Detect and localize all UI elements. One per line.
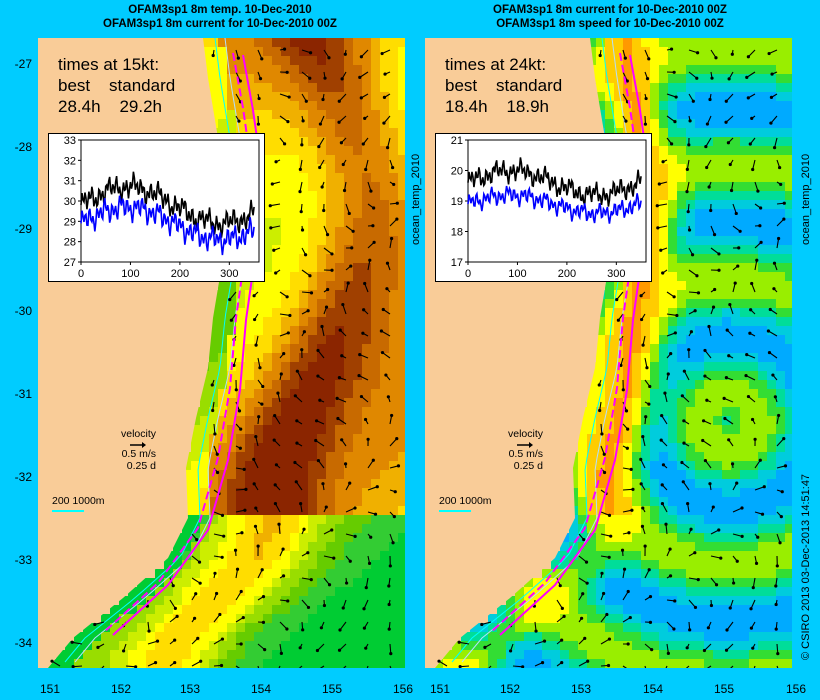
inset-series-standard xyxy=(80,171,255,238)
left-title-line1: OFAM3sp1 8m temp. 10-Dec-2010 xyxy=(128,4,312,16)
velocity-speed: 0.5 m/s xyxy=(508,448,543,460)
longitude-tick-label: 151 xyxy=(39,682,61,696)
inset-y-tick: 17 xyxy=(451,257,463,269)
standard-label: standard xyxy=(496,76,563,95)
inset-x-tick: 200 xyxy=(171,268,189,280)
best-label: best xyxy=(445,76,478,95)
inset-y-tick: 32 xyxy=(64,155,76,167)
right-map-panel[interactable]: times at 24kt: best standard 18.4h 18.9h… xyxy=(425,38,792,668)
inset-frame xyxy=(467,139,647,263)
standard-value: 18.9h xyxy=(506,97,549,116)
left-inset-chart: 33 32 31 30 29 28 27 0 100 200 300 xyxy=(48,133,265,282)
longitude-tick-label: 155 xyxy=(713,682,735,696)
inset-y-tick: 19 xyxy=(451,196,463,208)
velocity-label: velocity xyxy=(120,428,156,440)
latitude-tick-label: -31 xyxy=(14,387,32,401)
longitude-tick-label: 154 xyxy=(250,682,272,696)
isobath-legend: 200 1000m xyxy=(439,495,492,512)
best-label: best xyxy=(58,76,91,95)
isobath-line-icon xyxy=(52,510,84,512)
left-times-box: times at 15kt: best standard 28.4h 29.2h xyxy=(58,54,175,117)
right-axis-label: ocean_temp_2010 xyxy=(800,153,812,245)
copyright-label: © CSIRO 2013 03-Dec-2013 14:51:47 xyxy=(800,473,812,660)
velocity-arrow-icon xyxy=(86,440,156,448)
inset-x-tick: 0 xyxy=(78,268,84,280)
right-title-line1: OFAM3sp1 8m current for 10-Dec-2010 00Z xyxy=(493,4,727,16)
right-title-line2: OFAM3sp1 8m speed for 10-Dec-2010 00Z xyxy=(496,18,724,30)
latitude-tick-label: -28 xyxy=(14,140,32,154)
longitude-tick-label: 152 xyxy=(499,682,521,696)
current-arrows xyxy=(437,47,788,668)
inset-y-tick: 28 xyxy=(64,237,76,249)
longitude-tick-label: 156 xyxy=(392,682,414,696)
latitude-tick-label: -30 xyxy=(14,304,32,318)
velocity-label: velocity xyxy=(507,428,543,440)
left-title-line2: OFAM3sp1 8m current for 10-Dec-2010 00Z xyxy=(103,18,337,30)
velocity-speed: 0.5 m/s xyxy=(121,448,156,460)
inset-y-tick: 18 xyxy=(451,227,463,239)
isobath-line-icon xyxy=(439,510,471,512)
latitude-tick-label: -29 xyxy=(14,222,32,236)
right-title: OFAM3sp1 8m current for 10-Dec-2010 00Z … xyxy=(425,3,795,31)
inset-frame xyxy=(80,139,260,263)
standard-label: standard xyxy=(109,76,176,95)
inset-y-tick: 21 xyxy=(451,135,463,147)
inset-series-best xyxy=(80,195,255,256)
latitude-tick-label: -33 xyxy=(14,553,32,567)
inset-y-tick: 30 xyxy=(64,196,76,208)
times-heading: times at 15kt: xyxy=(58,55,160,74)
inset-y-tick: 31 xyxy=(64,176,76,188)
longitude-tick-label: 156 xyxy=(785,682,807,696)
times-heading: times at 24kt: xyxy=(445,55,547,74)
best-value: 18.4h xyxy=(445,97,488,116)
inset-x-tick: 0 xyxy=(465,268,471,280)
inset-y-tick: 29 xyxy=(64,216,76,228)
right-times-box: times at 24kt: best standard 18.4h 18.9h xyxy=(445,54,562,117)
inset-x-tick: 100 xyxy=(121,268,139,280)
velocity-duration: 0.25 d xyxy=(513,460,543,472)
inset-x-tick: 300 xyxy=(607,268,625,280)
inset-series-standard xyxy=(467,157,642,207)
longitude-tick-label: 153 xyxy=(179,682,201,696)
left-title: OFAM3sp1 8m temp. 10-Dec-2010 OFAM3sp1 8… xyxy=(40,3,400,31)
latitude-tick-label: -27 xyxy=(14,57,32,71)
inset-x-tick: 300 xyxy=(220,268,238,280)
velocity-duration: 0.25 d xyxy=(126,460,156,472)
right-inset-chart: 21 20 19 18 17 0 100 200 300 xyxy=(435,133,652,282)
isobath-legend: 200 1000m xyxy=(52,495,105,512)
longitude-tick-label: 152 xyxy=(110,682,132,696)
latitude-tick-label: -32 xyxy=(14,470,32,484)
inset-y-tick: 20 xyxy=(451,166,463,178)
inset-x-tick: 200 xyxy=(558,268,576,280)
inset-y-tick: 27 xyxy=(64,257,76,269)
inset-y-tick: 33 xyxy=(64,135,76,147)
velocity-legend: velocity 0.5 m/s 0.25 d xyxy=(473,428,543,472)
isobath-label: 200 1000m xyxy=(439,495,492,507)
latitude-tick-label: -34 xyxy=(14,636,32,650)
velocity-legend: velocity 0.5 m/s 0.25 d xyxy=(86,428,156,472)
velocity-arrow-icon xyxy=(473,440,543,448)
longitude-tick-label: 155 xyxy=(321,682,343,696)
left-map-panel[interactable]: times at 15kt: best standard 28.4h 29.2h… xyxy=(38,38,405,668)
inset-series-best xyxy=(467,185,642,224)
inset-x-tick: 100 xyxy=(508,268,526,280)
isobath-label: 200 1000m xyxy=(52,495,105,507)
longitude-tick-label: 154 xyxy=(642,682,664,696)
longitude-tick-label: 151 xyxy=(429,682,451,696)
longitude-tick-label: 153 xyxy=(570,682,592,696)
middle-axis-label: ocean_temp_2010 xyxy=(410,153,422,245)
best-value: 28.4h xyxy=(58,97,101,116)
standard-value: 29.2h xyxy=(119,97,162,116)
